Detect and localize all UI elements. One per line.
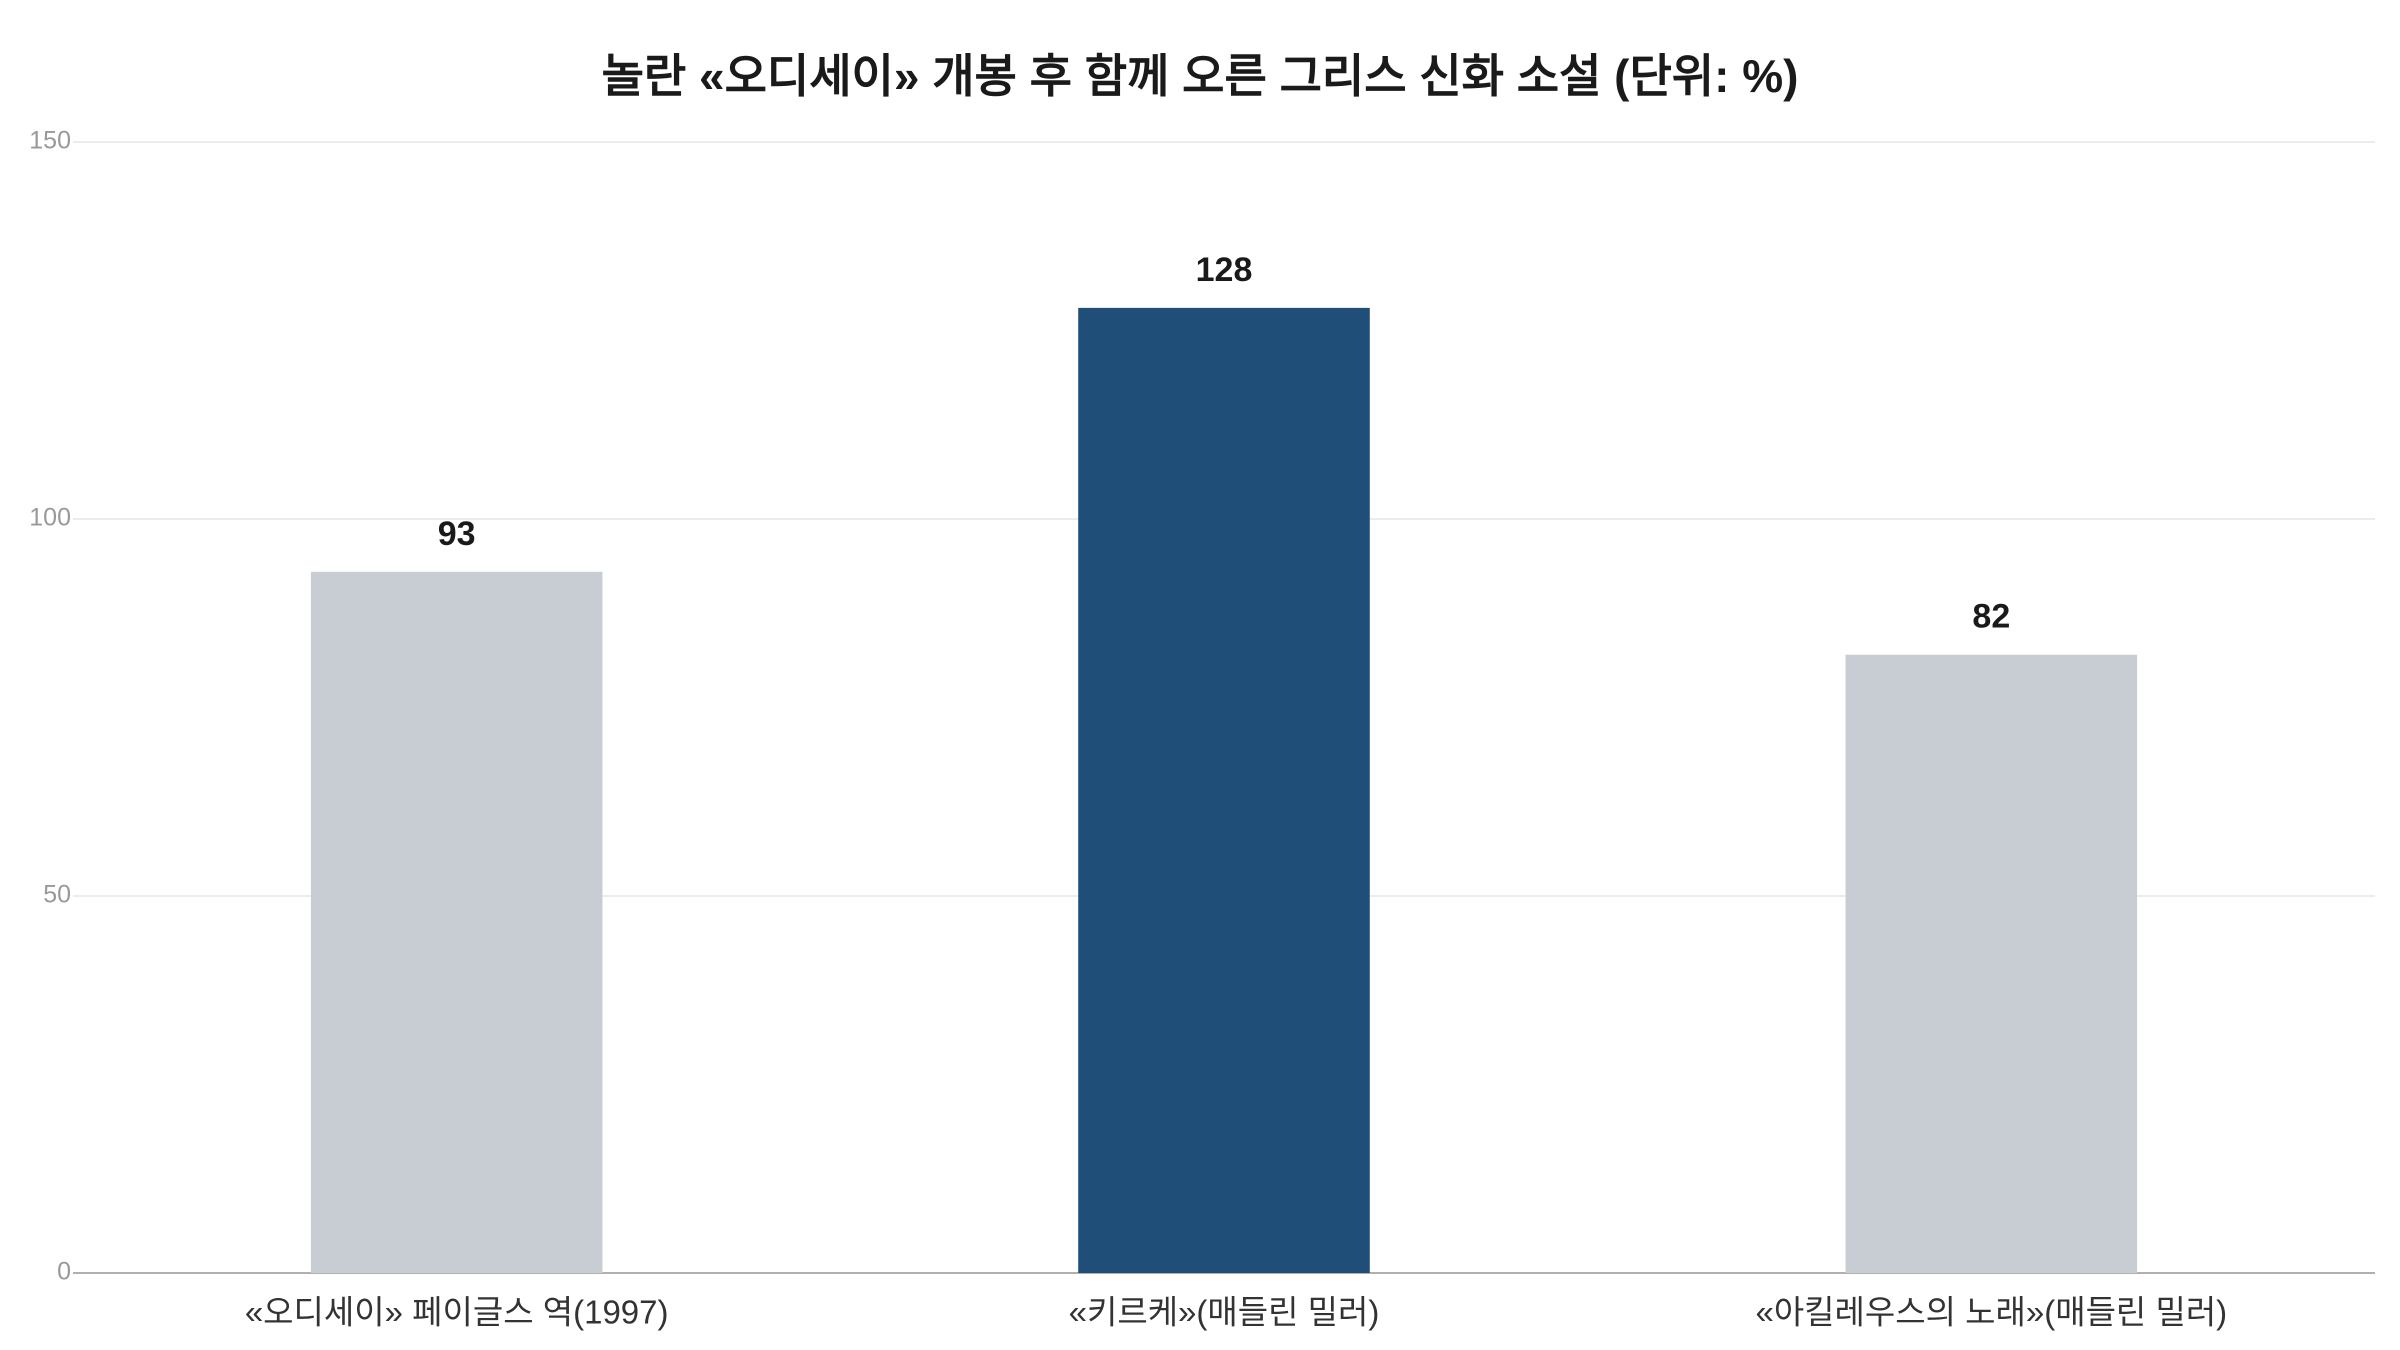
y-tick-label: 100 bbox=[29, 504, 71, 532]
y-tick-label: 150 bbox=[29, 127, 71, 155]
y-tick-label: 0 bbox=[57, 1258, 71, 1286]
bar bbox=[1845, 654, 2138, 1273]
x-tick-label: «키르케»(매들린 밀러) bbox=[1069, 1294, 1380, 1331]
x-tick-label: «오디세이» 페이글스 역(1997) bbox=[245, 1294, 669, 1331]
x-tick-label: «아킬레우스의 노래»(매들린 밀러) bbox=[1755, 1294, 2227, 1331]
bar bbox=[310, 571, 603, 1273]
chart-title: 놀란 «오디세이» 개봉 후 함께 오른 그리스 신화 소설 (단위: %) bbox=[602, 50, 1799, 102]
y-tick-label: 50 bbox=[43, 881, 71, 909]
value-label: 128 bbox=[1196, 251, 1253, 289]
value-label: 93 bbox=[438, 515, 476, 553]
bar bbox=[1078, 307, 1370, 1273]
value-label: 82 bbox=[1972, 598, 2010, 636]
